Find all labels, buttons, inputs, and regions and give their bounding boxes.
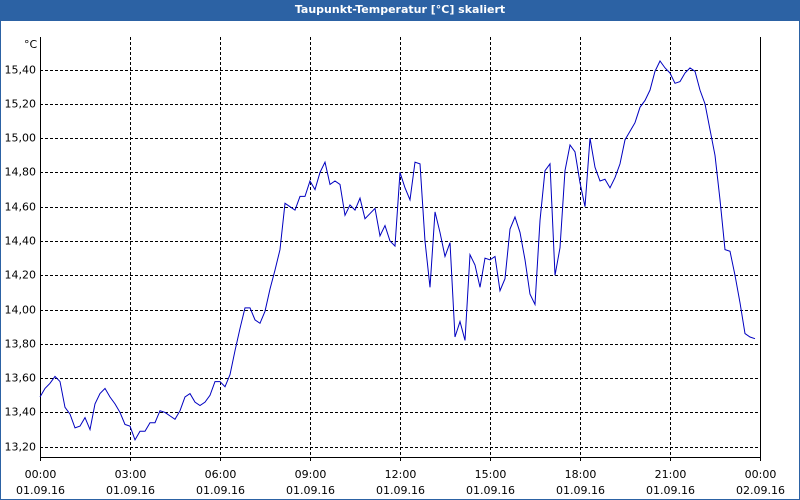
- y-tick-label: 15,20: [5, 98, 37, 111]
- y-unit: °C: [24, 38, 38, 51]
- x-tick-label: 15:00: [475, 468, 507, 481]
- y-tick-label: 13,20: [5, 441, 37, 454]
- title-bar: [0, 0, 800, 20]
- y-tick-label: 14,40: [5, 235, 37, 248]
- data-line: [39, 60, 756, 442]
- x-tick-label: 03:00: [115, 468, 147, 481]
- x-tick-label: 00:00: [25, 468, 57, 481]
- x-tick-label: 12:00: [385, 468, 417, 481]
- y-tick-label: 13,80: [5, 338, 37, 351]
- y-tick-label: 13,40: [5, 406, 37, 419]
- y-tick-label: 15,00: [5, 132, 37, 145]
- x-tick-label: 09:00: [295, 468, 327, 481]
- y-tick-label: 14,00: [5, 304, 37, 317]
- x-tick-label: 21:00: [655, 468, 687, 481]
- x-tick-date: 02.09.16: [736, 484, 785, 497]
- y-tick-label: 15,40: [5, 64, 37, 77]
- y-tick-label: 14,80: [5, 166, 37, 179]
- x-tick-date: 01.09.16: [286, 484, 335, 497]
- x-tick-label: 00:00: [745, 468, 777, 481]
- x-tick-date: 01.09.16: [556, 484, 605, 497]
- y-tick-label: 14,20: [5, 269, 37, 282]
- y-tick-label: 14,60: [5, 201, 37, 214]
- x-tick-date: 01.09.16: [376, 484, 425, 497]
- x-tick-label: 06:00: [205, 468, 237, 481]
- x-tick-date: 01.09.16: [466, 484, 515, 497]
- y-tick-label: 13,60: [5, 372, 37, 385]
- x-tick-date: 01.09.16: [196, 484, 245, 497]
- chart-title: Taupunkt-Temperatur [°C] skaliert: [295, 3, 505, 16]
- x-tick-label: 18:00: [565, 468, 597, 481]
- x-tick-date: 01.09.16: [646, 484, 695, 497]
- x-tick-date: 01.09.16: [16, 484, 65, 497]
- x-tick-date: 01.09.16: [106, 484, 155, 497]
